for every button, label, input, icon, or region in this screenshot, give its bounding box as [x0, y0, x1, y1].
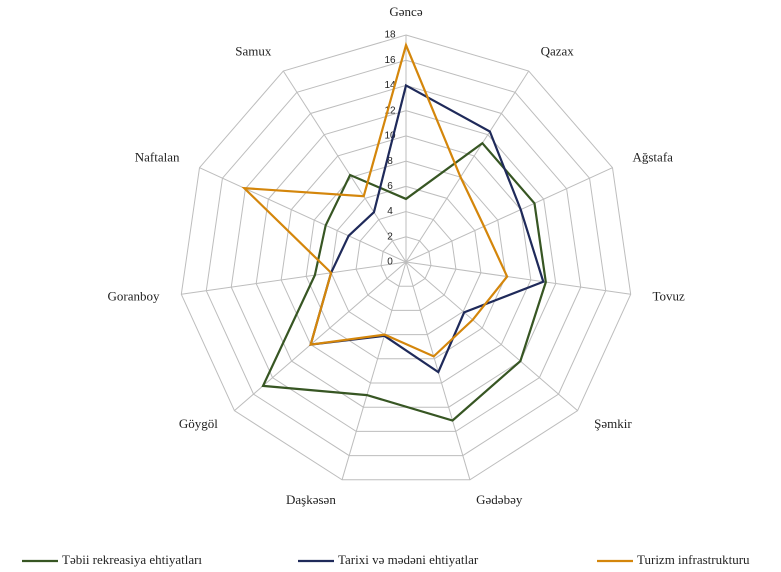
- spoke: [405, 261, 631, 295]
- category-label: Şəmkir: [594, 416, 632, 431]
- r-tick-label: 0: [387, 257, 393, 268]
- grid-ring: [305, 160, 507, 360]
- legend-label: Turizm infrastrukturu: [637, 552, 750, 567]
- category-label: Daşkəsən: [286, 492, 336, 507]
- category-label: Gəncə: [389, 4, 422, 19]
- r-tick-label: 2: [387, 231, 393, 242]
- category-label: Samux: [235, 44, 272, 59]
- r-tick-label: 14: [384, 80, 396, 91]
- legend-label: Tarixi və mədəni ehtiyatlar: [338, 552, 479, 567]
- spoke: [405, 167, 613, 263]
- category-label: Gədəbəy: [476, 492, 523, 507]
- grid-ring: [330, 185, 482, 336]
- category-label: Naftalan: [135, 150, 180, 165]
- r-tick-label: 16: [384, 55, 396, 66]
- spoke: [405, 70, 530, 263]
- r-tick-label: 6: [387, 181, 393, 192]
- spoke: [282, 70, 407, 263]
- series-line: [241, 41, 509, 358]
- category-label: Qazax: [541, 44, 575, 59]
- grid-ring: [355, 211, 457, 311]
- r-tick-label: 4: [387, 206, 393, 217]
- spoke: [405, 261, 578, 412]
- r-tick-label: 10: [384, 131, 396, 142]
- spoke: [199, 167, 407, 263]
- category-label: Tovuz: [652, 288, 685, 303]
- grid-ring: [205, 59, 607, 457]
- r-tick-label: 12: [384, 105, 396, 116]
- r-tick-label: 18: [384, 30, 396, 41]
- series-line: [261, 141, 547, 422]
- grid-ring: [230, 84, 582, 432]
- grid-ring: [380, 236, 432, 287]
- category-label: Goranboy: [108, 288, 160, 303]
- spoke: [341, 261, 407, 480]
- r-tick-label: 8: [387, 156, 393, 167]
- spoke: [181, 261, 407, 295]
- category-label: Göygöl: [179, 416, 218, 431]
- category-label: Ağstafa: [632, 150, 673, 165]
- grid-ring: [180, 34, 632, 481]
- grid-ring: [280, 135, 532, 384]
- series-line: [309, 83, 545, 374]
- legend-label: Təbii rekreasiya ehtiyatları: [62, 552, 202, 567]
